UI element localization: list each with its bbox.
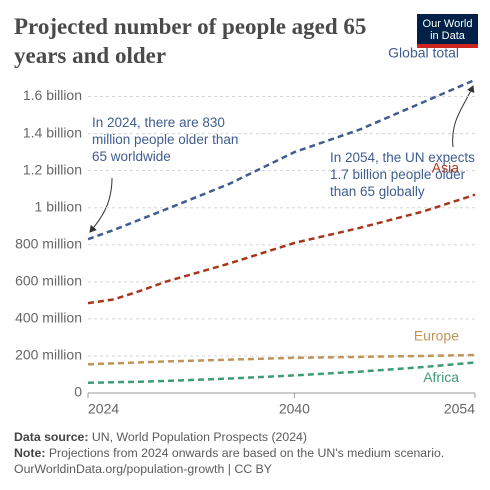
- arrow: [89, 177, 113, 233]
- annotation: In 2024, there are 830 million people ol…: [92, 115, 239, 164]
- series-label: Europe: [414, 328, 459, 344]
- annotation: In 2054, the UN expects 1.7 billion peop…: [330, 150, 475, 199]
- logo-text: in Data: [430, 30, 466, 42]
- series-label: Africa: [423, 369, 459, 385]
- series-label: Asia: [432, 159, 459, 175]
- x-tick-label: 2024: [88, 401, 119, 417]
- chart-title: Projected number of people aged 65 years…: [14, 14, 367, 68]
- logo-bar: [417, 44, 478, 48]
- url: OurWorldinData.org/population-growth | C…: [14, 462, 272, 476]
- series-line: [87, 353, 476, 366]
- y-tick-label: 1 billion: [35, 198, 82, 214]
- arrow: [452, 85, 475, 148]
- y-tick-label: 1.2 billion: [23, 161, 82, 177]
- logo-text: Our World: [423, 18, 473, 30]
- y-tick-label: 0: [74, 384, 82, 400]
- source-label: Data source:: [14, 430, 89, 444]
- note: Note: Projections from 2024 onwards are …: [14, 446, 444, 460]
- note-label: Note:: [14, 446, 46, 460]
- y-tick-label: 800 million: [15, 235, 82, 251]
- y-tick-label: 1.6 billion: [23, 87, 82, 103]
- source-text: UN, World Population Prospects (2024): [91, 430, 307, 444]
- y-tick-label: 200 million: [15, 347, 82, 363]
- source: Data source: UN, World Population Prospe…: [14, 430, 307, 444]
- series-line: [87, 361, 476, 385]
- y-tick-label: 1.4 billion: [23, 124, 82, 140]
- x-tick-label: 2040: [279, 401, 310, 417]
- series-line: [87, 78, 476, 241]
- series-line: [87, 193, 476, 305]
- y-tick-label: 400 million: [15, 310, 82, 326]
- logo-box: [417, 14, 478, 48]
- x-tick-label: 2054: [444, 401, 475, 417]
- series-label: Global total: [388, 45, 459, 61]
- note-text: Projections from 2024 onwards are based …: [48, 446, 445, 460]
- y-tick-label: 600 million: [15, 273, 82, 289]
